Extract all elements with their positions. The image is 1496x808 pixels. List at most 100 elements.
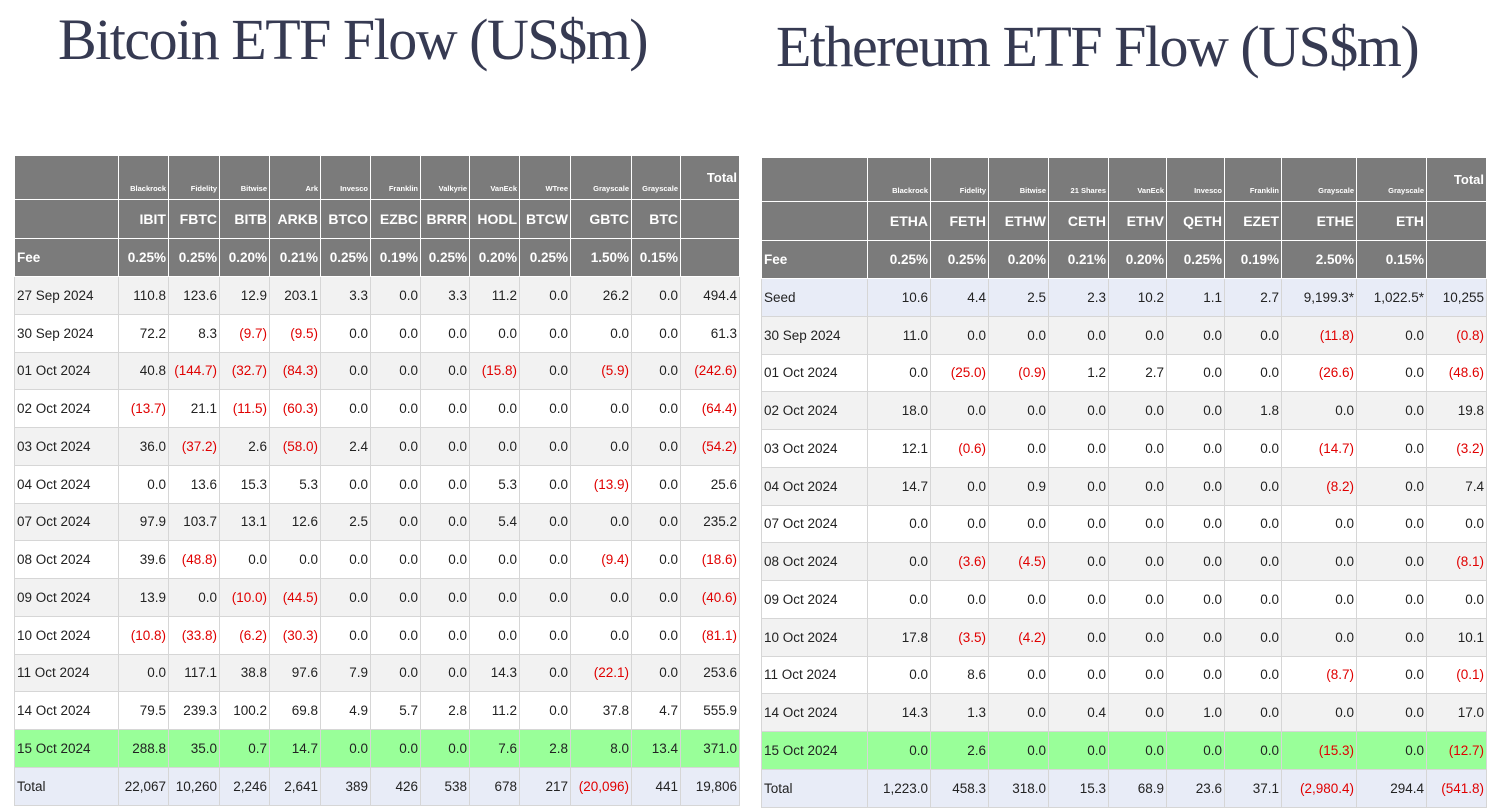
flow-value: 0.0: [1166, 353, 1225, 393]
flow-value: (5.9): [570, 351, 632, 391]
flow-value: 0.0: [867, 542, 931, 581]
flow-value: 0.0: [1356, 580, 1427, 619]
flow-value: 0.0: [1108, 693, 1167, 732]
table-row: 01 Oct 2024 0.0 (25.0) (0.9) 1.2 2.7 0.0 0.0 (26…: [761, 353, 1487, 393]
flow-value: 0.0: [631, 389, 681, 428]
issuer-header-row: Blackrock Fidelity Bitwise 21 Shares VanEck I…: [761, 157, 1487, 202]
flow-value: (84.3): [269, 351, 321, 391]
flow-value: 217: [519, 766, 571, 806]
flow-value: 0.0: [420, 464, 470, 504]
flow-value: 3.3: [420, 276, 470, 315]
flow-value: 0.0: [1224, 580, 1282, 619]
flow-value: 0.0: [370, 729, 421, 768]
flow-value: 0.4: [1048, 693, 1109, 732]
table-row: 04 Oct 2024 14.7 0.0 0.9 0.0 0.0 0.0 0.0 (8.2) 0.…: [761, 466, 1487, 506]
flow-value: (0.6): [930, 429, 989, 468]
flow-value: 0.0: [570, 578, 632, 617]
flow-value: 0.0: [988, 391, 1049, 430]
row-date: 14 Oct 2024: [14, 691, 119, 730]
flow-value: 294.4: [1356, 768, 1427, 808]
flow-value: (44.5): [269, 578, 321, 617]
flow-value: 0.0: [1048, 429, 1109, 468]
flow-value: 12.6: [269, 502, 321, 542]
flow-value: 23.6: [1166, 768, 1225, 808]
ticker-header: CETH: [1048, 201, 1109, 241]
table-row: 01 Oct 2024 40.8 (144.7) (32.7) (84.3) 0.0 0.0…: [14, 351, 740, 391]
flow-value: 79.5: [118, 691, 169, 730]
flow-value: 0.0: [469, 615, 520, 655]
flow-value: (9.7): [219, 313, 270, 353]
flow-value: 0.0: [420, 351, 470, 391]
flow-value: 8.3: [168, 313, 220, 353]
flow-value: 2.4: [320, 427, 371, 466]
flow-value: (32.7): [219, 351, 270, 391]
flow-value: 0.0: [519, 427, 571, 466]
total-row: Total 1,223.0 458.3 318.0 15.3 68.9 23.6 37.1 (2…: [761, 768, 1487, 808]
flow-value: 0.0: [519, 313, 571, 353]
ticker-header: EZBC: [370, 199, 421, 239]
flow-value: 318.0: [988, 768, 1049, 808]
flow-value: 0.0: [320, 729, 371, 768]
flow-value: 0.0: [519, 578, 571, 617]
flow-value: 0.0: [469, 578, 520, 617]
ticker-header: HODL: [469, 199, 520, 239]
issuer-header: Ark: [269, 155, 321, 200]
flow-value: 11.0: [867, 315, 931, 355]
flow-value: 2.5: [988, 278, 1049, 317]
flow-value: 0.0: [1048, 466, 1109, 506]
flow-value: 10,255: [1426, 278, 1487, 317]
table-row: Seed 10.6 4.4 2.5 2.3 10.2 1.1 2.7 9,199.3* 1,022…: [761, 278, 1487, 317]
flow-value: 5.3: [269, 464, 321, 504]
flow-value: 0.0: [631, 653, 681, 693]
table-row: 10 Oct 2024 17.8 (3.5) (4.2) 0.0 0.0 0.0 0.0 0.0…: [761, 617, 1487, 657]
flow-value: 72.2: [118, 313, 169, 353]
flow-value: 97.6: [269, 653, 321, 693]
flow-value: 0.0: [1048, 542, 1109, 581]
fee-value: 0.25%: [519, 238, 571, 277]
fee-value: 1.50%: [570, 238, 632, 277]
flow-value: 0.0: [1224, 655, 1282, 695]
flow-value: (4.5): [988, 542, 1049, 581]
flow-value: (541.8): [1426, 768, 1487, 808]
flow-value: 678: [469, 766, 520, 806]
total-fee-cell: [1426, 240, 1487, 279]
flow-value: 5.3: [469, 464, 520, 504]
row-date: 04 Oct 2024: [761, 466, 868, 506]
table-row: 09 Oct 2024 13.9 0.0 (10.0) (44.5) 0.0 0.0 0.0 0…: [14, 578, 740, 617]
flow-value: 21.1: [168, 389, 220, 428]
flow-value: (9.5): [269, 313, 321, 353]
flow-value: 0.0: [1356, 391, 1427, 430]
ticker-header: BTCW: [519, 199, 571, 239]
flow-value: 371.0: [680, 729, 740, 768]
flow-value: 5.4: [469, 502, 520, 542]
flow-value: 0.0: [1048, 504, 1109, 544]
row-date: 15 Oct 2024: [14, 729, 119, 768]
flow-value: 39.6: [118, 540, 169, 579]
table-row: 08 Oct 2024 39.6 (48.8) 0.0 0.0 0.0 0.0 0.0 0.0 0…: [14, 540, 740, 579]
flow-value: 0.0: [1224, 504, 1282, 544]
row-date: 11 Oct 2024: [761, 655, 868, 695]
row-date: 08 Oct 2024: [14, 540, 119, 579]
flow-value: 0.0: [420, 653, 470, 693]
flow-value: 0.0: [1224, 353, 1282, 393]
flow-value: 0.0: [867, 504, 931, 544]
flow-value: 17.0: [1426, 693, 1487, 732]
row-date: 11 Oct 2024: [14, 653, 119, 693]
flow-value: 0.0: [420, 313, 470, 353]
flow-value: 0.0: [1048, 617, 1109, 657]
flow-value: 0.0: [1108, 391, 1167, 430]
ticker-header: ETHW: [988, 201, 1049, 241]
flow-value: 3.3: [320, 276, 371, 315]
flow-value: 0.0: [1166, 731, 1225, 770]
flow-value: 0.0: [1166, 429, 1225, 468]
flow-value: 13.9: [118, 578, 169, 617]
flow-value: 389: [320, 766, 371, 806]
flow-value: 10.1: [1426, 617, 1487, 657]
flow-value: 14.3: [469, 653, 520, 693]
ticker-header: QETH: [1166, 201, 1225, 241]
flow-value: 0.0: [1166, 466, 1225, 506]
flow-value: 25.6: [680, 464, 740, 504]
flow-value: 494.4: [680, 276, 740, 315]
flow-value: 1,223.0: [867, 768, 931, 808]
row-date: 30 Sep 2024: [761, 315, 868, 355]
